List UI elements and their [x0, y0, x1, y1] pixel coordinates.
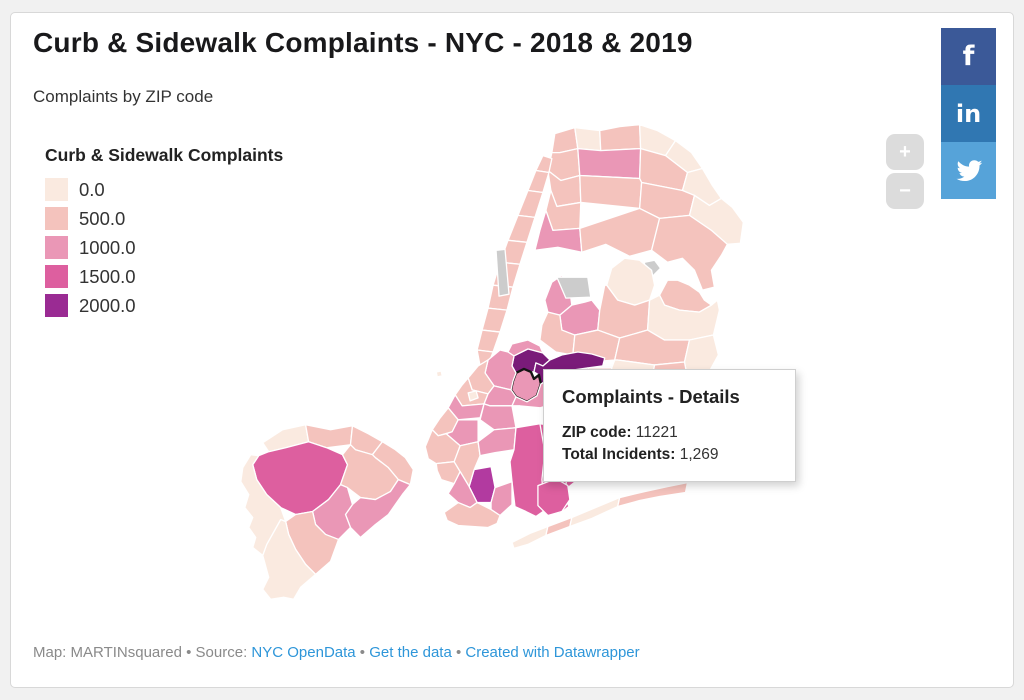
twitter-share-button[interactable]	[941, 142, 996, 199]
zip-region[interactable]	[650, 214, 729, 291]
zip-region[interactable]	[579, 174, 643, 210]
laguardia-airport-region[interactable]	[556, 276, 592, 299]
legend-swatch	[45, 265, 68, 288]
map-credit: Map: MARTINsquared	[33, 644, 182, 661]
zip-region[interactable]	[577, 147, 642, 180]
datawrapper-link[interactable]: Created with Datawrapper	[465, 644, 640, 661]
zip-region[interactable]	[507, 214, 536, 243]
linkedin-share-button[interactable]: in	[941, 85, 996, 142]
plus-icon: +	[899, 140, 911, 163]
map-tooltip: Complaints - Details ZIP code: 11221 Tot…	[543, 369, 796, 483]
page-title: Curb & Sidewalk Complaints - NYC - 2018 …	[33, 27, 693, 58]
source-label: Source:	[195, 644, 252, 661]
zip-region[interactable]	[481, 307, 508, 333]
zoom-in-button[interactable]: +	[886, 134, 924, 170]
zip-region[interactable]	[527, 169, 550, 194]
separator: •	[181, 644, 196, 661]
minus-icon: −	[899, 179, 911, 202]
zip-region[interactable]	[511, 525, 549, 550]
tooltip-zip-value: 11221	[635, 424, 678, 441]
zip-region[interactable]	[599, 124, 642, 152]
central-park-region[interactable]	[495, 248, 510, 297]
tooltip-incidents-value: 1,269	[679, 445, 719, 463]
zip-region[interactable]	[240, 454, 287, 557]
legend-row: 1000.0	[45, 236, 283, 259]
zip-region[interactable]	[574, 127, 602, 152]
legend-swatch	[45, 294, 68, 317]
map-legend: Curb & Sidewalk Complaints 0.0 500.0 100…	[45, 145, 283, 323]
legend-title: Curb & Sidewalk Complaints	[45, 145, 284, 165]
zip-region[interactable]	[517, 189, 544, 219]
legend-label: 1000.0	[79, 236, 136, 258]
zip-region[interactable]	[535, 154, 553, 174]
facebook-icon: f	[962, 41, 975, 72]
get-data-link[interactable]: Get the data	[369, 644, 452, 661]
map-zoom-controls: + −	[886, 134, 924, 212]
legend-swatch	[45, 178, 68, 201]
zip-region[interactable]	[477, 427, 517, 457]
legend-row: 2000.0	[45, 294, 283, 317]
legend-swatch	[45, 207, 68, 230]
zoom-out-button[interactable]: −	[886, 173, 924, 209]
zip-region[interactable]	[579, 207, 661, 257]
tooltip-zip-line: ZIP code: 11221	[562, 422, 777, 444]
zip-region[interactable]	[569, 496, 621, 528]
zip-region[interactable]	[443, 501, 501, 529]
zip-region[interactable]	[617, 481, 689, 508]
legend-row: 0.0	[45, 178, 283, 201]
governors-island-region[interactable]	[467, 390, 479, 402]
linkedin-icon: in	[955, 99, 982, 128]
legend-label: 2000.0	[79, 294, 136, 316]
legend-label: 1500.0	[79, 265, 136, 287]
separator: •	[355, 644, 370, 661]
source-link[interactable]: NYC OpenData	[251, 644, 356, 661]
share-buttons: f in	[941, 28, 996, 199]
attribution-footer: Map: MARTINsquared • Source: NYC OpenDat…	[33, 644, 640, 661]
nyc-choropleth-map[interactable]	[11, 13, 1013, 687]
tooltip-incidents-line: Total Incidents: 1,269	[562, 444, 777, 466]
legend-label: 500.0	[79, 207, 126, 229]
map-regions[interactable]	[240, 124, 744, 600]
facebook-share-button[interactable]: f	[941, 28, 996, 85]
legend-swatch	[45, 236, 68, 259]
separator: •	[451, 644, 466, 661]
page-subtitle: Complaints by ZIP code	[33, 87, 214, 106]
zip-region[interactable]	[545, 516, 573, 537]
tooltip-incidents-label: Total Incidents:	[562, 445, 676, 463]
zip-region[interactable]	[479, 403, 517, 431]
twitter-icon	[956, 159, 982, 181]
legend-row: 500.0	[45, 207, 283, 230]
tooltip-title: Complaints - Details	[562, 386, 740, 407]
zip-region[interactable]	[476, 329, 501, 353]
liberty-island-region[interactable]	[435, 370, 443, 378]
legend-row: 1500.0	[45, 265, 283, 288]
tooltip-zip-label: ZIP code:	[562, 424, 632, 441]
legend-label: 0.0	[79, 178, 105, 200]
chart-card: Curb & Sidewalk Complaints - NYC - 2018 …	[10, 12, 1014, 688]
